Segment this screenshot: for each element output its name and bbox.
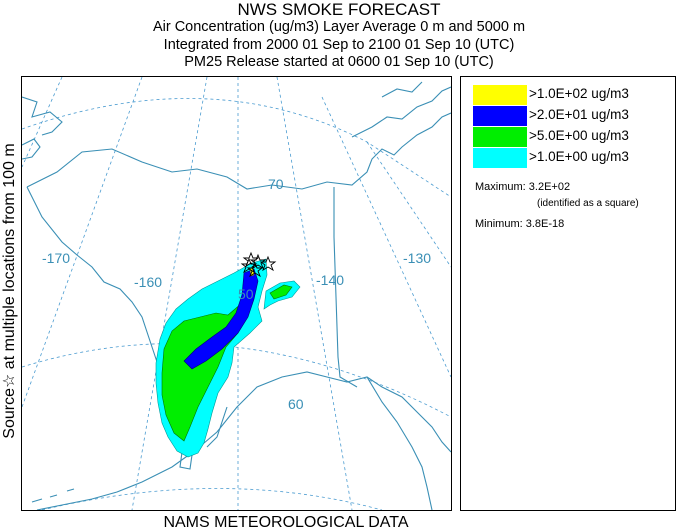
legend-label-2: >2.0E+01 ug/m3 [529, 107, 629, 122]
plume-contour-3 [183, 268, 259, 370]
legend-label-1: >1.0E+02 ug/m3 [529, 86, 629, 101]
legend-panel: >1.0E+02 ug/m3 >2.0E+01 ug/m3 >5.0E+00 u… [460, 76, 676, 511]
legend-swatch-green [473, 127, 527, 147]
legend-swatch-yellow [473, 85, 527, 105]
siberia-coast [22, 96, 63, 136]
longitude-label-140: -140 [316, 272, 344, 288]
legend-label-4: >1.0E+00 ug/m3 [529, 149, 629, 164]
source-marker-4 [249, 253, 267, 270]
southern-coast [196, 371, 451, 453]
source-markers [240, 251, 277, 278]
chukotka [22, 138, 41, 160]
map-canvas: -170 -160 -140 -130 70 60 50 [22, 77, 451, 510]
legend-swatch-cyan [473, 148, 527, 168]
latitude-label-50: 50 [238, 286, 254, 302]
smoke-forecast-map: -170 -160 -140 -130 70 60 50 [21, 76, 452, 511]
latitude-label-70: 70 [268, 176, 284, 192]
source-location-label: Source☆ at multiple locations from 100 m [1, 143, 18, 439]
longitude-line-170 [22, 77, 143, 408]
alaska-north-coast [26, 112, 451, 190]
longitude-line-140 [276, 77, 353, 510]
aleutian-islands [31, 488, 75, 503]
legend-swatch-blue [473, 106, 527, 126]
latitude-label-60: 60 [288, 396, 304, 412]
arctic-island-2 [381, 81, 423, 98]
smoke-plume [155, 258, 301, 458]
latitude-line-50 [41, 488, 383, 510]
legend-label-3: >5.0E+00 ug/m3 [529, 128, 629, 143]
longitude-line-130 [321, 96, 451, 378]
longitude-line-120 [366, 141, 451, 268]
latitude-line-60 [22, 343, 451, 418]
panhandle [366, 376, 433, 510]
canada-border [333, 187, 358, 388]
map-subtitle-integration: Integrated from 2000 01 Sep to 2100 01 S… [163, 37, 515, 53]
kenai [206, 406, 228, 448]
map-subtitle-release: PM25 Release started at 0600 01 Sep 10 (… [184, 54, 494, 70]
map-subtitle-concentration: Air Concentration (ug/m3) Layer Average … [152, 19, 526, 35]
longitude-label-170: -170 [42, 250, 70, 266]
source-marker-2 [246, 261, 264, 278]
source-marker-5 [242, 251, 260, 268]
longitude-label-160: -160 [134, 274, 162, 290]
longitude-label-130: -130 [403, 250, 431, 266]
longitude-line-180 [22, 77, 63, 168]
maximum-value: Maximum: 3.2E+02 [475, 181, 571, 193]
maximum-note: (identified as a square) [537, 198, 639, 209]
latitude-line-70 [22, 98, 451, 198]
arctic-islands [351, 86, 451, 138]
data-source-footer: NAMS METEOROLOGICAL DATA [163, 514, 409, 531]
map-title: NWS SMOKE FORECAST [237, 0, 441, 19]
minimum-value: Minimum: 3.8E-18 [475, 218, 565, 230]
longitude-line-160 [131, 77, 208, 510]
alaska-peninsula [36, 448, 198, 510]
plume-lobe-inner [269, 284, 293, 300]
